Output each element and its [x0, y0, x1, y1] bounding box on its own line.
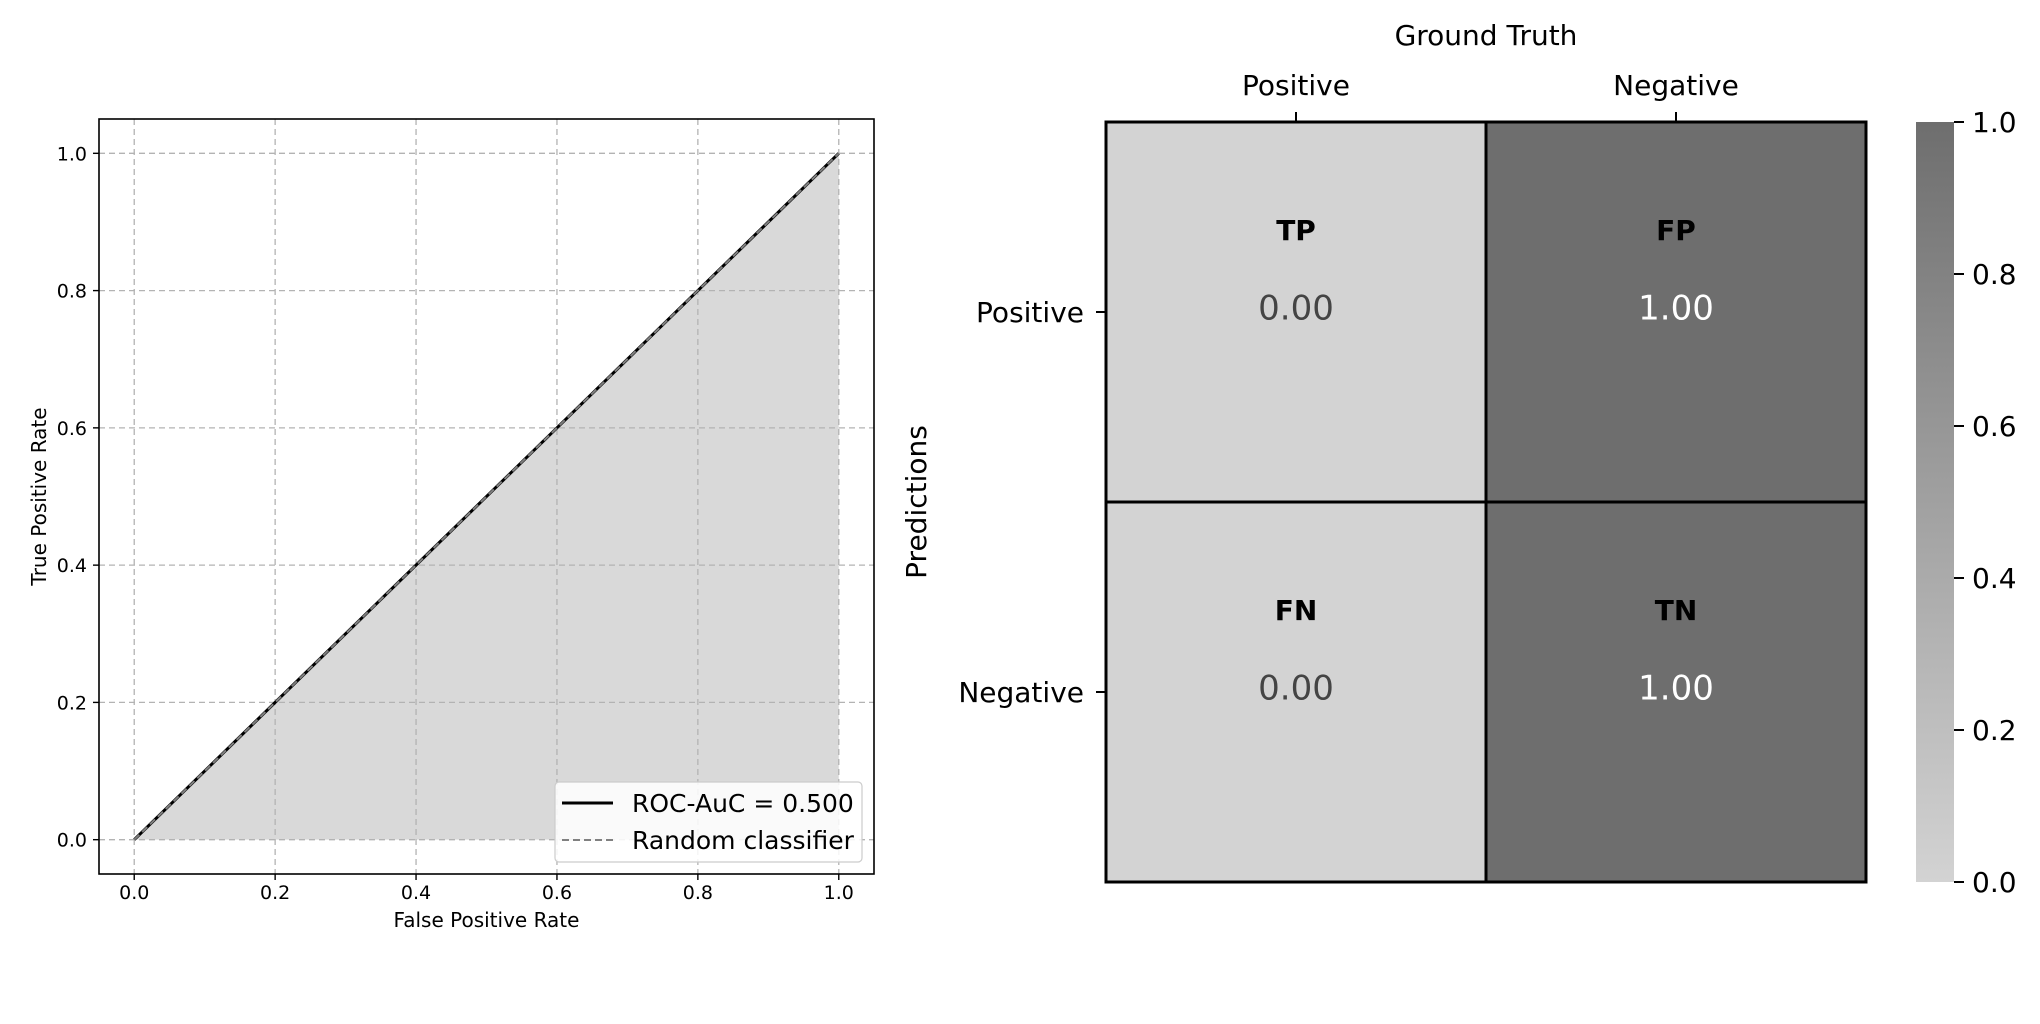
colorbar-gradient: [1916, 122, 1954, 882]
roc-x-tick-label: 0.0: [119, 882, 149, 904]
roc-y-tick-label: 0.4: [57, 555, 87, 577]
cm-cell-fn: FN 0.00: [1104, 500, 1488, 884]
cm-cell-value: 0.00: [1258, 289, 1334, 329]
cm-x-tick-label: Negative: [1613, 69, 1739, 102]
roc-y-tick-label: 0.6: [57, 418, 87, 440]
cm-cell-name: FP: [1656, 214, 1696, 247]
legend-entry-0: ROC-AuC = 0.500: [632, 789, 854, 818]
legend-entry-1: Random classifier: [632, 826, 855, 855]
colorbar-tick-label: 0.8: [1972, 258, 2017, 291]
roc-y-tick-label: 1.0: [57, 143, 87, 165]
cm-cell-tp: TP 0.00: [1104, 120, 1488, 504]
colorbar-tick-label: 0.0: [1972, 866, 2017, 899]
colorbar-tick-label: 1.0: [1972, 106, 2017, 139]
cm-cell-name: FN: [1275, 594, 1318, 627]
cm-y-tick-label: Negative: [958, 676, 1084, 709]
colorbar-tick-label: 0.6: [1972, 410, 2017, 443]
random-classifier-line: [133, 152, 840, 841]
roc-x-tick-label: 0.2: [260, 882, 290, 904]
roc-y-axis-label: True Positive Rate: [27, 407, 51, 586]
cm-cell-rect: [1104, 500, 1488, 884]
roc-x-tick-label: 0.6: [542, 882, 572, 904]
roc-x-axis-label: False Positive Rate: [394, 908, 580, 932]
cm-cell-value: 1.00: [1638, 669, 1714, 709]
cm-cell-tn: TN 1.00: [1484, 500, 1868, 884]
roc-y-tick-label: 0.2: [57, 692, 87, 714]
colorbar-tick-label: 0.2: [1972, 714, 2017, 747]
cm-frame: [1105, 121, 1867, 883]
cm-y-axis-label: Predictions: [900, 425, 933, 579]
roc-x-tick-label: 0.4: [401, 882, 431, 904]
roc-x-tick-label: 1.0: [824, 882, 854, 904]
cm-x-axis-label: Ground Truth: [1395, 19, 1578, 52]
roc-x-tick-label: 0.8: [683, 882, 713, 904]
cm-cell-rect: [1104, 120, 1488, 504]
roc-y-tick-label: 0.0: [57, 830, 87, 852]
cm-y-tick-label: Positive: [976, 296, 1084, 329]
cm-cell-name: TP: [1276, 214, 1316, 247]
confusion-matrix: TP 0.00 FP 1.00 FN 0.00 TN 1.00 Positive Negativ…: [900, 19, 2017, 899]
cm-x-tick-label: Positive: [1242, 69, 1350, 102]
cm-cell-value: 0.00: [1258, 669, 1334, 709]
roc-legend: ROC-AuC = 0.500 Random classifier: [554, 781, 863, 863]
colorbar-tick-label: 0.4: [1972, 562, 2017, 595]
roc-axes-frame: [98, 118, 875, 875]
cm-cell-value: 1.00: [1638, 289, 1714, 329]
cm-cell-name: TN: [1655, 594, 1698, 627]
cm-cell-rect: [1484, 500, 1868, 884]
roc-legend-box: [554, 781, 863, 863]
roc-chart: 0.0 0.2 0.4 0.6 0.8 1.0 0.0 0.2 0.4 0.6 0.8 1.0 Fal…: [27, 118, 875, 932]
roc-y-tick-label: 0.8: [57, 281, 87, 303]
cm-cell-fp: FP 1.00: [1484, 120, 1868, 504]
colorbar: 0.0 0.2 0.4 0.6 0.8 1.0: [1916, 106, 2017, 899]
